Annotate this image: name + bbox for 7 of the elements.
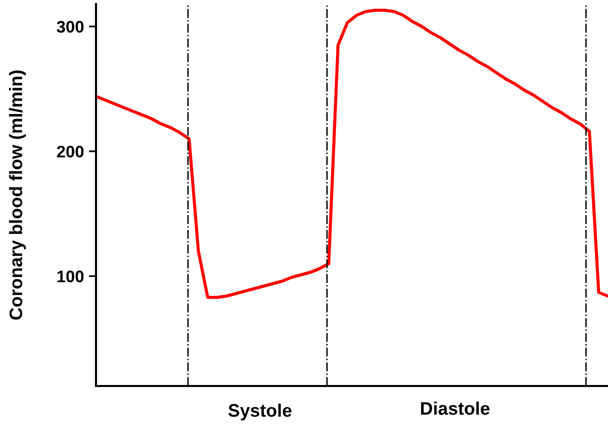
text: Systole: [228, 404, 292, 420]
line-series: [96, 8, 608, 299]
y-axis-title: Coronary blood flow (ml/min): [9, 70, 26, 320]
y-tick-label: 100: [57, 270, 84, 282]
text: Diastole: [421, 402, 490, 415]
y-tick-label: 200: [56, 146, 84, 158]
y-tick-label: 300: [56, 20, 84, 33]
